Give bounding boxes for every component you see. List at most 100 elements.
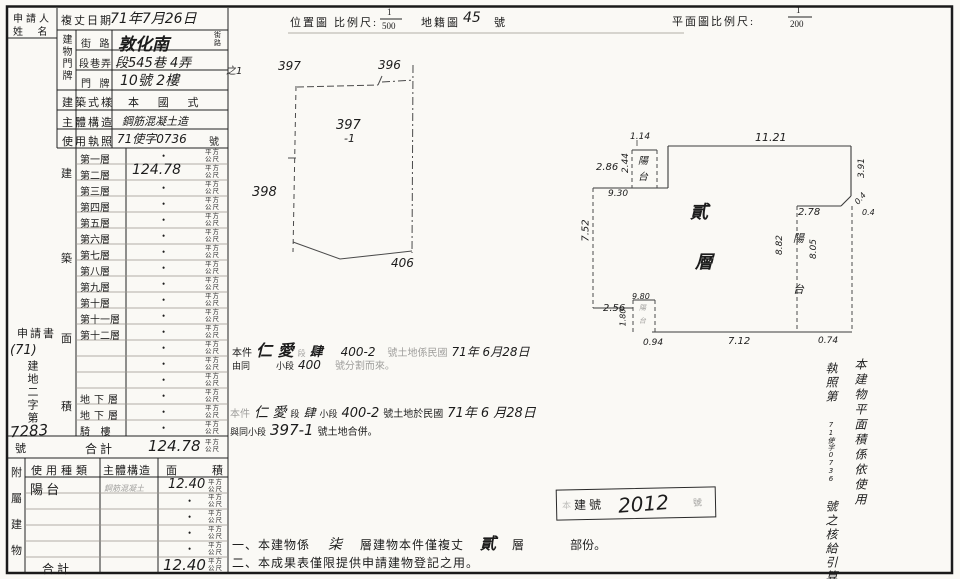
balcony1-label-2: 台: [638, 172, 648, 183]
vertical-note-col-right: 本建物平面積係依使用: [853, 358, 867, 508]
annotation-text: 小段: [276, 361, 295, 371]
floors-vlabel-4: 積: [61, 401, 72, 413]
unit-bot: 公尺: [205, 155, 220, 163]
balcony3-label-2: 台: [639, 317, 646, 325]
floor-row-label: 第十層: [80, 299, 110, 310]
footer-surveyed-floor: 貳: [480, 534, 497, 553]
footer-text: 一、本建物係: [232, 538, 311, 552]
parcel-406-label: 406: [391, 256, 414, 270]
area-unit: 平方 公尺: [208, 479, 223, 493]
footer-note-2: 二、本成果表僅限提供申請建物登記之用。: [232, 556, 480, 570]
footer-total-floors: 柒: [328, 537, 343, 553]
unit-top: 平方: [205, 213, 220, 220]
structure-value: 鋼筋混凝土造: [122, 115, 188, 128]
annotation-text: 號土地於民國: [383, 409, 444, 420]
balcony2-label-2: 台: [793, 283, 804, 296]
annotation-1-line-2: 由同 小段 400 號分割而來。: [232, 356, 395, 374]
floor-row-label: 騎 樓: [80, 427, 115, 438]
footer-text: 部份。: [570, 538, 607, 552]
area-unit: 平方 公尺: [208, 494, 223, 508]
building-number-value: 2012: [617, 489, 670, 518]
annotation-text: 小段: [319, 409, 338, 419]
annotation-2-line-1: 本件 仁 愛 段 肆 小段 400-2 號土地於民國 71年 6 月28日: [230, 402, 536, 422]
unit-bot: 公尺: [205, 347, 220, 355]
unit-bot: 公尺: [205, 411, 220, 419]
unit-bot: 公尺: [205, 283, 220, 291]
annotation-text: 6 月28日: [480, 406, 536, 421]
unit-bot: 公尺: [205, 427, 220, 435]
location-map-label: 位置圖: [290, 17, 329, 29]
annex-row-area: •: [188, 528, 192, 538]
street-label: 街 路: [81, 39, 113, 50]
application-number: 7283: [9, 420, 49, 442]
unit-top: 平方: [205, 405, 220, 412]
dim-0-74: 0.74: [818, 336, 839, 346]
area-unit: 平方 公尺: [205, 149, 220, 163]
parcel-397-label: 397: [278, 59, 301, 73]
floor-row-value: •: [162, 247, 166, 257]
cadastral-map-number-suffix: 號: [494, 17, 505, 29]
license-suffix: 號: [209, 137, 219, 148]
floor-row-value: •: [162, 407, 166, 417]
area-unit: 平方 公尺: [205, 373, 220, 387]
annotation-text: 與同小段: [230, 427, 267, 437]
floor-row-value: •: [162, 295, 166, 305]
area-unit: 平方 公尺: [205, 439, 220, 453]
dim-1-14: 1.14: [630, 132, 651, 142]
unit-top: 平方: [208, 510, 223, 517]
cadastral-map-number: 45: [463, 10, 481, 26]
vertical-note-col-left: 執照第 71使字0736 號之核給引算: [822, 362, 840, 579]
structure-label: 主體構造: [62, 117, 114, 129]
floors-vlabel-2: 築: [61, 253, 72, 265]
dim-8-05: 8.05: [809, 238, 820, 260]
floor-row-value: •: [162, 375, 166, 385]
balcony3-label-1: 陽: [639, 304, 646, 312]
stamp-label: 建號: [573, 497, 605, 513]
footer-note-1: 一、本建物係 柒 層建物本件僅複丈 貳 層 部份。: [232, 530, 606, 554]
applicant-label-line2: 姓 名: [13, 27, 54, 38]
unit-bot: 公尺: [205, 235, 220, 243]
annex-vlabel-2: 屬: [11, 493, 22, 505]
stamp-suffix: 號: [692, 497, 703, 508]
unit-top: 平方: [205, 261, 220, 268]
unit-bot: 公尺: [205, 331, 220, 339]
annotation-text: 仁 愛: [254, 405, 287, 421]
floor-row-label: 第六層: [80, 235, 110, 246]
floor-row-value: •: [162, 199, 166, 209]
area-unit: 平方 公尺: [205, 197, 220, 211]
dim-11-21: 11.21: [755, 131, 787, 144]
unit-bot: 公尺: [205, 379, 220, 387]
floor-row-label: 第五層: [80, 219, 110, 230]
unit-top: 平方: [208, 479, 223, 486]
application-number-prefix: 建地二字第: [26, 360, 38, 425]
area-unit: 平方 公尺: [205, 389, 220, 403]
area-unit: 平方 公尺: [205, 405, 220, 419]
license-label: 使用執照: [62, 136, 114, 148]
unit-top: 平方: [205, 421, 220, 428]
street-suffix-bot: 路: [214, 39, 221, 47]
unit-bot: 公尺: [208, 485, 223, 493]
floor-row-label: 第九層: [80, 283, 110, 294]
floors-vlabel-1: 建: [61, 168, 72, 180]
annex-col-area-1: 面: [166, 465, 177, 477]
unit-top: 平方: [205, 229, 220, 236]
floor-row-value: •: [162, 151, 166, 161]
unit-top: 平方: [208, 542, 223, 549]
dim-7-12: 7.12: [728, 336, 751, 347]
unit-bot: 公尺: [205, 219, 220, 227]
unit-top: 平方: [205, 389, 220, 396]
balcony1-label-1: 陽: [638, 156, 648, 167]
unit-bot: 公尺: [205, 315, 220, 323]
annotation-text: 號土地合併。: [317, 427, 378, 438]
floor-row-label: 第十二層: [80, 331, 120, 342]
annex-vlabel-4: 物: [11, 545, 22, 557]
section-value: 段545巷 4弄: [115, 56, 192, 71]
area-unit: 平方 公尺: [205, 293, 220, 307]
annex-col-structure: 主體構造: [103, 465, 151, 477]
footer-text: 層建物本件僅複丈: [360, 538, 465, 552]
dim-1-80: 1.80: [618, 308, 628, 327]
annotation-text: 71年 6月28日: [451, 345, 530, 359]
stamp-prefix: 本: [561, 500, 572, 511]
annotation-text: 號土地係民國: [387, 348, 448, 359]
